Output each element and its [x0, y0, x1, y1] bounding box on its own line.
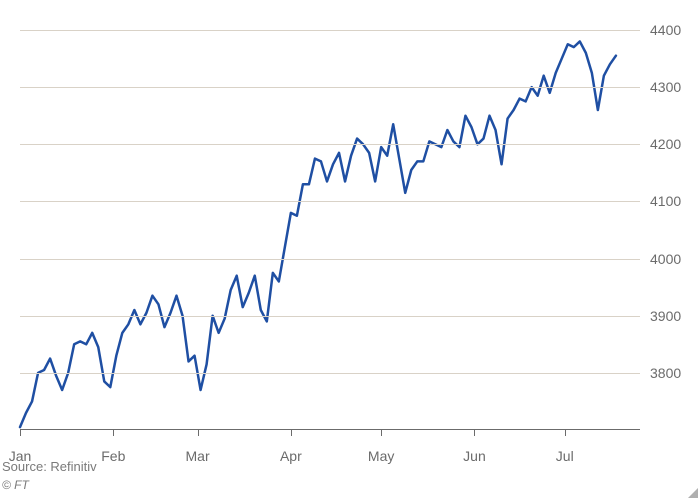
resize-handle-icon: [688, 488, 698, 498]
gridline: [20, 316, 640, 317]
xtick-label: Apr: [280, 448, 302, 464]
gridline: [20, 259, 640, 260]
xtick: [113, 430, 114, 436]
ytick-label: 4000: [650, 251, 681, 267]
xtick-label: Jun: [463, 448, 486, 464]
xtick-label: Jan: [9, 448, 32, 464]
price-line: [20, 41, 616, 427]
line-series: [20, 30, 640, 430]
xtick: [291, 430, 292, 436]
ytick-label: 3900: [650, 308, 681, 324]
gridline: [20, 144, 640, 145]
ytick-label: 4100: [650, 193, 681, 209]
ytick-label: 3800: [650, 365, 681, 381]
xtick-label: May: [368, 448, 394, 464]
gridline: [20, 30, 640, 31]
ytick-label: 4400: [650, 22, 681, 38]
plot-area: [20, 30, 640, 430]
ytick-label: 4300: [650, 79, 681, 95]
chart-container: Source: Refinitiv © FT 38003900400041004…: [0, 0, 700, 500]
ytick-label: 4200: [650, 136, 681, 152]
xtick: [20, 430, 21, 436]
xtick-label: Feb: [101, 448, 125, 464]
gridline: [20, 87, 640, 88]
xtick: [565, 430, 566, 436]
xtick-label: Mar: [186, 448, 210, 464]
xtick-label: Jul: [556, 448, 574, 464]
xtick: [198, 430, 199, 436]
gridline: [20, 373, 640, 374]
gridline: [20, 201, 640, 202]
xtick: [474, 430, 475, 436]
copyright-text: © FT: [2, 478, 29, 492]
xtick: [381, 430, 382, 436]
